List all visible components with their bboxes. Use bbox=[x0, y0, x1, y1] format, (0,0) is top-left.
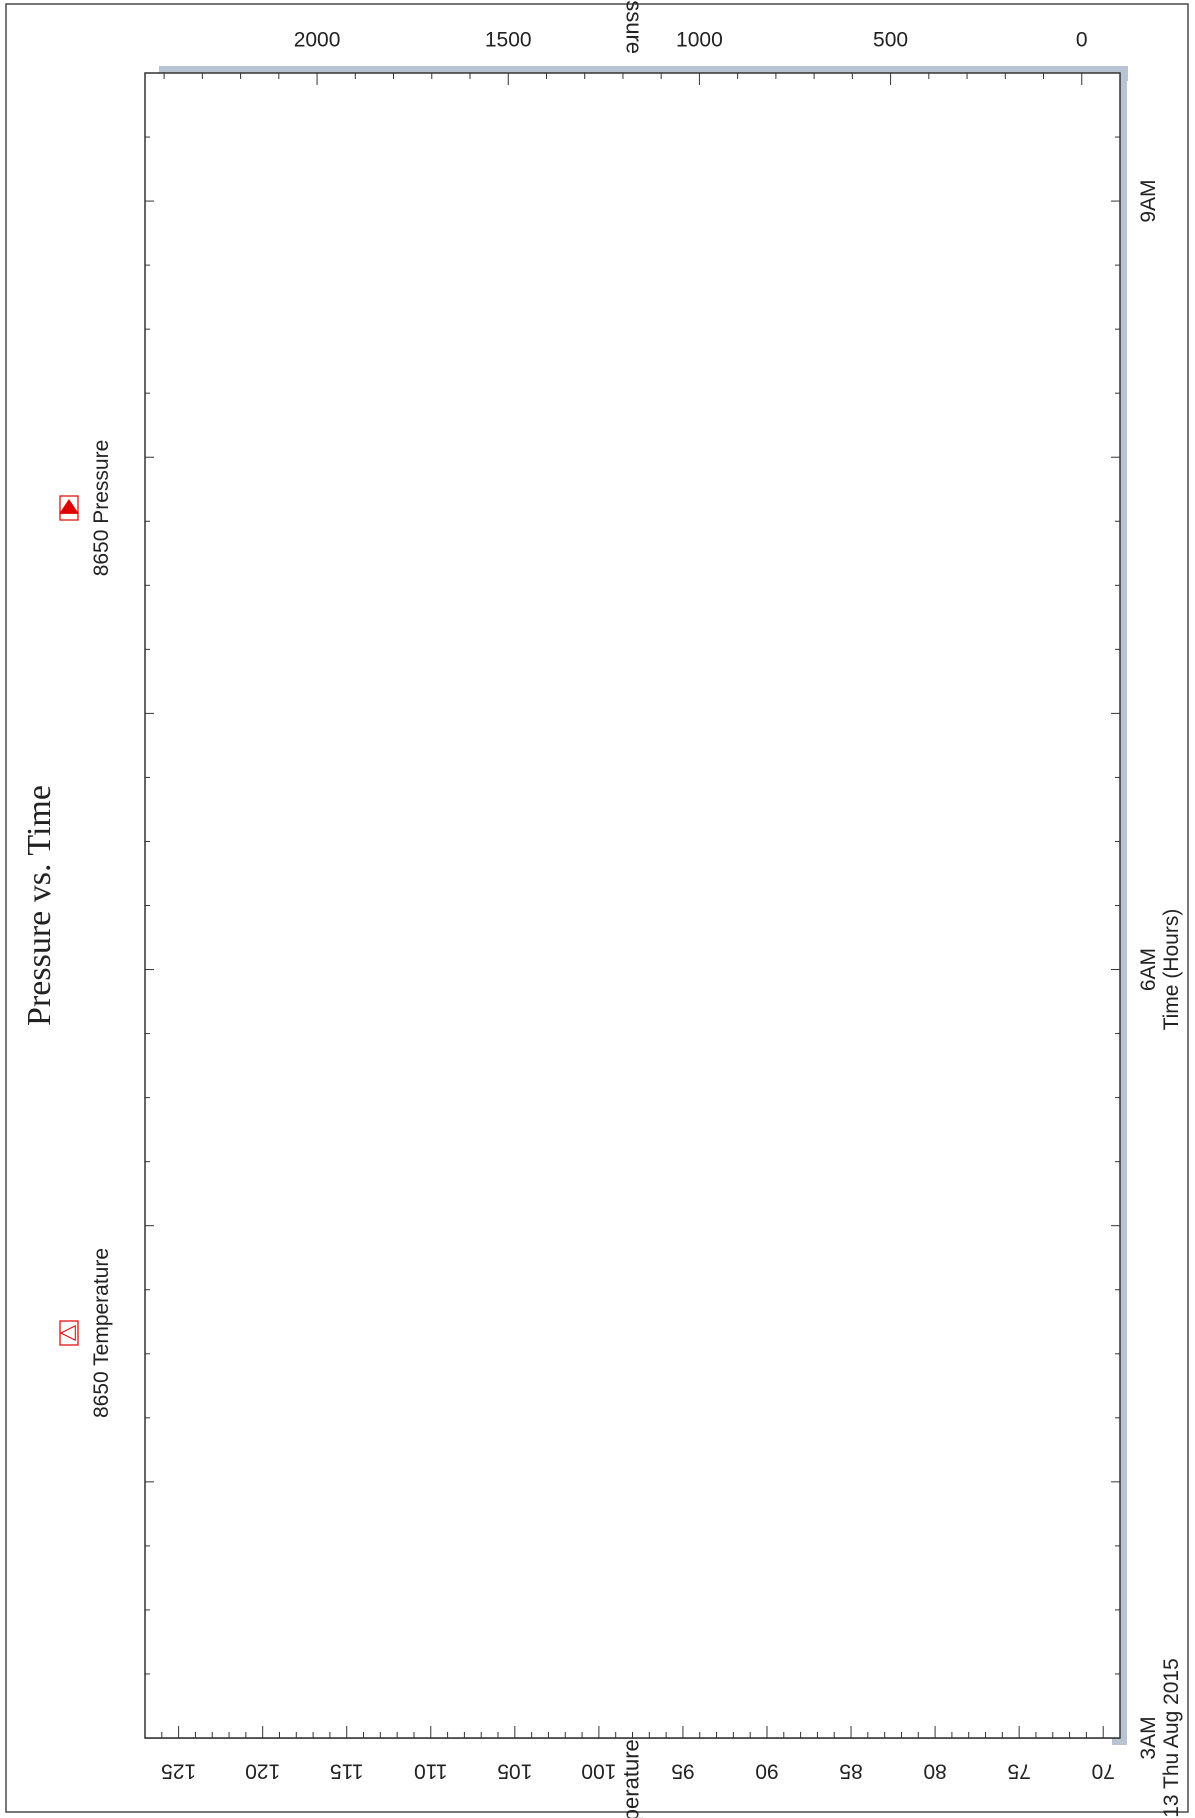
chart-title: Pressure vs. Time bbox=[21, 785, 58, 1026]
time-tick-label: 6AM bbox=[1137, 948, 1160, 991]
legend-label: 8650 Temperature bbox=[90, 1248, 113, 1418]
time-tick-label: 3AM bbox=[1137, 1716, 1160, 1759]
temperature-tick-label: 75 bbox=[1007, 1759, 1030, 1782]
temperature-tick-label: 105 bbox=[497, 1759, 532, 1782]
temperature-tick-label: 80 bbox=[923, 1759, 946, 1782]
temperature-axis-title: Temperature bbox=[618, 1739, 643, 1818]
pressure-tick-label: 1000 bbox=[676, 29, 723, 52]
time-axis-title: Time (Hours) bbox=[1160, 909, 1183, 1031]
pressure-tick-label: 1500 bbox=[485, 29, 532, 52]
pressure-tick-label: 500 bbox=[873, 29, 908, 52]
temperature-tick-label: 95 bbox=[671, 1759, 694, 1782]
legend-marker bbox=[59, 1324, 76, 1342]
temperature-tick-label: 100 bbox=[581, 1759, 616, 1782]
temperature-tick-label: 85 bbox=[839, 1759, 862, 1782]
legend-label: 8650 Pressure bbox=[90, 440, 113, 577]
temperature-tick-label: 120 bbox=[245, 1759, 280, 1782]
temperature-tick-label: 90 bbox=[755, 1759, 778, 1782]
date-label: 13 Thu Aug 2015 bbox=[1160, 1658, 1183, 1818]
legend-marker bbox=[59, 498, 79, 514]
time-tick-label: 9AM bbox=[1137, 179, 1160, 222]
plot-area-frame bbox=[144, 72, 1121, 1739]
pressure-axis-title: Pressure bbox=[622, 0, 647, 54]
pressure-tick-label: 2000 bbox=[294, 29, 341, 52]
temperature-tick-label: 115 bbox=[330, 1759, 363, 1782]
temperature-tick-label: 125 bbox=[161, 1759, 196, 1782]
temperature-tick-label: 110 bbox=[414, 1759, 447, 1782]
outer-border bbox=[5, 3, 1189, 1813]
temperature-tick-label: 70 bbox=[1092, 1759, 1115, 1782]
pressure-vs-time-chart: Pressure vs. Time 0 500 1000 1500 2000 Pressur… bbox=[21, 0, 1183, 1818]
pressure-tick-label: 0 bbox=[1076, 29, 1088, 52]
